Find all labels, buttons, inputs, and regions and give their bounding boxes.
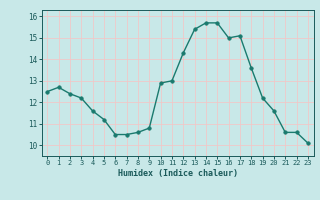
X-axis label: Humidex (Indice chaleur): Humidex (Indice chaleur) [118,169,237,178]
